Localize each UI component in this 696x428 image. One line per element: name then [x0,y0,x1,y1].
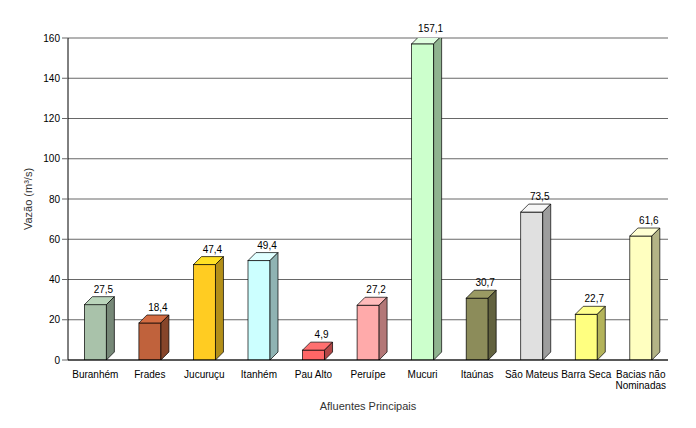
svg-text:Nominadas: Nominadas [615,380,666,391]
svg-text:27,2: 27,2 [366,284,386,295]
svg-text:22,7: 22,7 [585,293,605,304]
svg-text:160: 160 [43,33,60,44]
svg-text:73,5: 73,5 [530,191,550,202]
svg-text:São Mateus: São Mateus [505,369,558,380]
svg-text:20: 20 [49,314,61,325]
svg-text:Peruípe: Peruípe [350,369,385,380]
svg-text:157,1: 157,1 [418,23,443,34]
svg-text:Pau Alto: Pau Alto [295,369,333,380]
svg-text:Itanhém: Itanhém [241,369,277,380]
svg-text:Afluentes Principais: Afluentes Principais [320,400,417,412]
svg-text:Itaúnas: Itaúnas [461,369,494,380]
svg-text:Buranhém: Buranhém [72,369,118,380]
svg-text:Mucuri: Mucuri [408,369,438,380]
svg-text:Bacias não: Bacias não [616,369,666,380]
svg-text:140: 140 [43,73,60,84]
svg-text:60: 60 [49,234,61,245]
svg-text:Frades: Frades [134,369,165,380]
svg-text:80: 80 [49,194,61,205]
svg-text:49,4: 49,4 [257,240,277,251]
svg-text:0: 0 [54,355,60,366]
svg-text:61,6: 61,6 [639,215,659,226]
svg-text:47,4: 47,4 [203,244,223,255]
svg-text:Jucuruçu: Jucuruçu [184,369,225,380]
svg-text:18,4: 18,4 [148,302,168,313]
svg-text:Barra Seca: Barra Seca [561,369,611,380]
svg-text:100: 100 [43,153,60,164]
svg-text:4,9: 4,9 [315,329,329,340]
svg-text:27,5: 27,5 [94,284,114,295]
svg-text:120: 120 [43,113,60,124]
svg-text:30,7: 30,7 [475,277,495,288]
svg-text:40: 40 [49,274,61,285]
svg-text:Vazão (m³/s): Vazão (m³/s) [22,168,34,230]
